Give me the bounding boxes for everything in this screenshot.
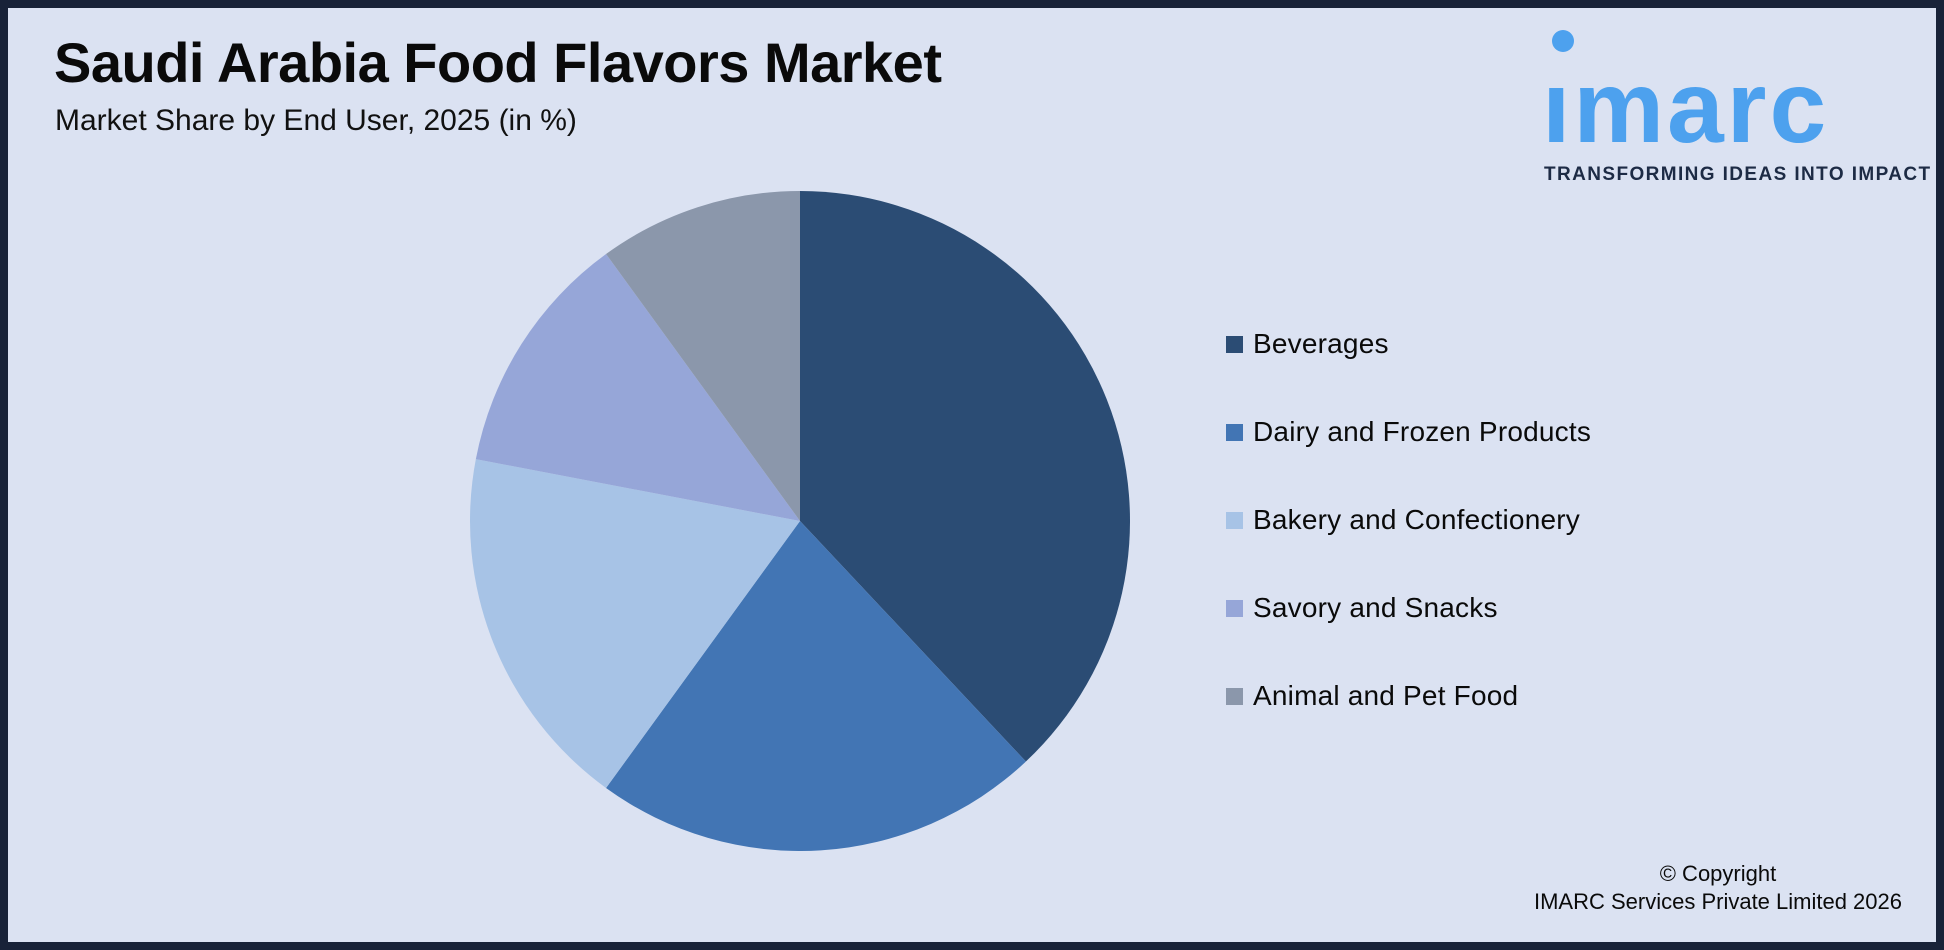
legend-swatch <box>1226 511 1243 529</box>
pie-slice-0 <box>800 191 1130 762</box>
chart-legend: Beverages Dairy and Frozen Products Bake… <box>1226 328 1592 711</box>
copyright-notice: © Copyright IMARC Services Private Limit… <box>1534 860 1902 916</box>
legend-swatch <box>1226 423 1243 441</box>
legend-item: Savory and Snacks <box>1226 592 1591 623</box>
copyright-line1: © Copyright <box>1659 861 1777 886</box>
legend-label: Dairy and Frozen Products <box>1253 416 1592 447</box>
legend-swatch <box>1226 599 1243 617</box>
imarc-wordmark: ımarc <box>1542 50 1830 164</box>
pie-slice-2 <box>470 459 800 788</box>
copyright-line2: IMARC Services Private Limited 2026 <box>1533 889 1902 914</box>
legend-swatch <box>1226 335 1243 353</box>
legend-label: Animal and Pet Food <box>1253 680 1519 711</box>
legend-label: Savory and Snacks <box>1253 592 1498 623</box>
pie-slice-3 <box>475 254 800 521</box>
legend-label: Bakery and Confectionery <box>1253 504 1580 535</box>
imarc-logo: ımarc TRANSFORMING IDEAS INTO IMPACT <box>1528 18 1930 190</box>
legend-item: Dairy and Frozen Products <box>1226 416 1592 447</box>
page-subtitle: Market Share by End User, 2025 (in %) <box>55 104 577 137</box>
imarc-tagline: TRANSFORMING IDEAS INTO IMPACT <box>1544 164 1932 185</box>
legend-item: Bakery and Confectionery <box>1226 504 1591 535</box>
legend-swatch <box>1226 687 1243 705</box>
imarc-logo-dot-icon <box>1552 30 1574 52</box>
pie-slice-4 <box>606 191 800 521</box>
pie-slice-1 <box>606 521 1026 852</box>
pie-chart <box>470 191 1130 852</box>
legend-item: Beverages <box>1226 328 1591 359</box>
page-title: Saudi Arabia Food Flavors Market <box>54 31 942 94</box>
pie-svg <box>470 191 1130 852</box>
legend-item: Animal and Pet Food <box>1226 680 1591 711</box>
legend-label: Beverages <box>1253 328 1389 359</box>
